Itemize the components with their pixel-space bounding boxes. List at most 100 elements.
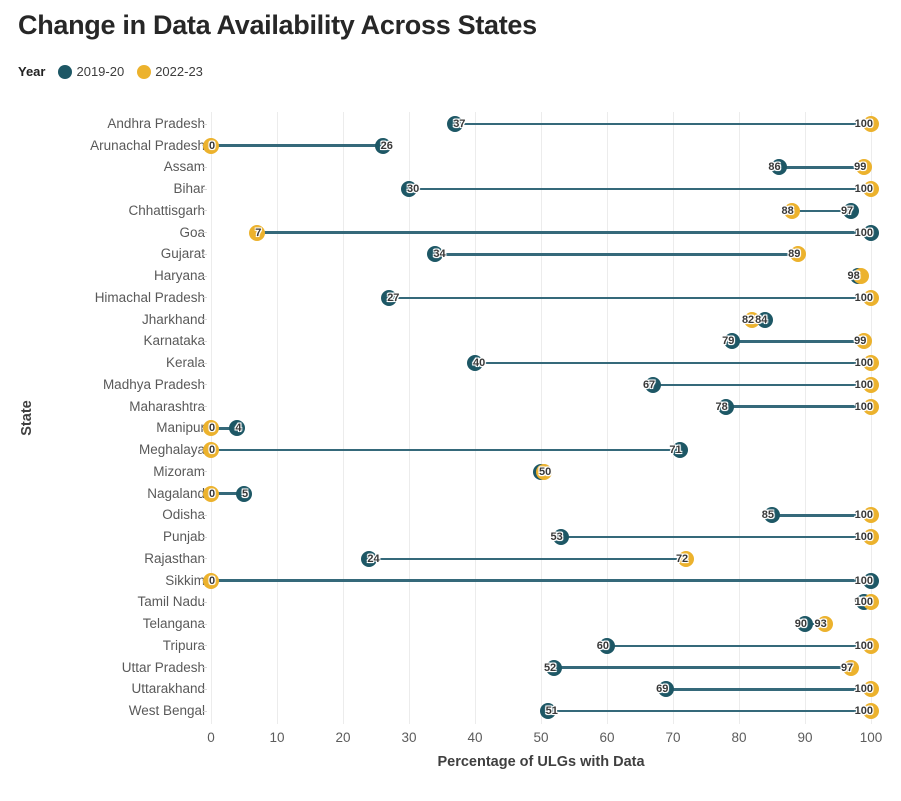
legend-swatch-2019-20-icon: [58, 64, 73, 79]
y-tick: [202, 645, 207, 647]
gridline: [408, 112, 410, 724]
y-axis-label: Chhattisgarh: [128, 202, 205, 218]
dot-2022-23: [863, 507, 879, 524]
dumbbell-line: [409, 187, 871, 191]
x-axis-tick-label: 30: [401, 730, 417, 745]
dumbbell-line: [607, 644, 871, 648]
dot-2022-23: [790, 246, 807, 263]
y-axis-label: Andhra Pradesh: [107, 116, 205, 131]
value-label-2022-23: 72: [675, 552, 689, 565]
value-label-2022-23: 100: [854, 531, 873, 544]
y-tick: [202, 667, 207, 669]
value-label-2019-20: 52: [543, 661, 557, 674]
dot-2019-20: [361, 550, 378, 567]
dot-2022-23: [203, 442, 219, 459]
dumbbell-line: [791, 209, 852, 213]
legend-label-2022-23: 2022-23: [155, 64, 203, 79]
x-axis-tick-label: 0: [207, 730, 215, 745]
dot-2019-20: [863, 224, 879, 241]
x-axis-tick-label: 100: [859, 730, 883, 745]
dot-2022-23: [863, 116, 879, 132]
dot-2019-20: [467, 355, 483, 372]
dumbbell-line: [211, 579, 871, 582]
value-label-2019-20: 30: [407, 183, 420, 196]
value-label-2019-20: 99: [854, 596, 867, 609]
value-label-2022-23: 0: [209, 444, 216, 457]
dot-2022-23: [863, 355, 879, 372]
x-axis-tick-label: 80: [731, 730, 747, 745]
value-label-2022-23: 99: [854, 161, 867, 174]
x-axis-tick-label: 20: [335, 730, 351, 745]
value-label-2022-23: 100: [854, 291, 873, 304]
value-label-2022-23: 0: [209, 139, 216, 152]
value-label-2022-23: 0: [209, 487, 216, 500]
y-tick: [202, 275, 207, 277]
y-axis-label: Sikkim: [165, 572, 205, 588]
legend-item-2022-23: 2022-23: [137, 64, 203, 79]
y-axis-label: Himachal Pradesh: [94, 289, 205, 305]
x-axis-tick-label: 90: [797, 730, 813, 745]
dot-2022-23: [863, 289, 879, 306]
legend-label-2019-20: 2019-20: [76, 64, 125, 79]
value-label-2022-23: 0: [209, 574, 216, 587]
y-tick: [202, 688, 207, 690]
dumbbell-line: [211, 492, 244, 495]
y-axis-labels: Andhra Pradesh Arunachal Pradesh Assam Biha…: [0, 112, 205, 724]
value-label-2019-20: 26: [380, 139, 393, 152]
y-tick: [202, 232, 207, 234]
dot-2019-20: [552, 529, 569, 546]
dot-2019-20: [671, 442, 688, 459]
dumbbell-line: [732, 340, 865, 343]
dot-2019-20: [427, 246, 444, 263]
value-label-2022-23: 100: [854, 705, 873, 717]
dumbbell-line: [211, 448, 680, 452]
value-label-2019-20: 78: [715, 400, 728, 413]
gridline: [672, 112, 674, 724]
value-label-2022-23: 7: [255, 226, 262, 239]
x-axis-tick-label: 70: [665, 730, 681, 745]
y-tick: [202, 471, 207, 473]
legend: Year 2019-20 2022-23: [18, 64, 203, 79]
dot-2019-20: [658, 681, 675, 698]
y-axis-label: Odisha: [162, 507, 205, 523]
dot-2019-20: [374, 137, 391, 154]
y-tick: [202, 166, 207, 168]
dot-2019-20: [863, 572, 879, 589]
dot-2022-23: [249, 224, 266, 241]
dumbbell-line: [653, 383, 871, 387]
y-tick: [202, 297, 207, 299]
dot-2022-23: [863, 376, 879, 393]
gridline: [474, 112, 476, 724]
value-label-2022-23: 100: [854, 378, 873, 391]
y-tick: [202, 340, 207, 342]
dot-2022-23: [744, 311, 761, 328]
dumbbell-line: [211, 144, 383, 147]
dot-2019-20: [546, 659, 563, 676]
value-label-2019-20: 100: [854, 226, 873, 239]
value-label-2019-20: 69: [656, 683, 669, 696]
gridline: [738, 112, 740, 724]
dot-2019-20: [539, 703, 556, 719]
value-label-2022-23: 88: [781, 204, 794, 217]
value-label-2022-23: 93: [814, 618, 827, 631]
y-axis-label: Jharkhand: [141, 311, 205, 327]
dot-2022-23: [203, 137, 219, 154]
value-label-2022-23: 99: [854, 335, 867, 348]
dumbbell-line: [257, 231, 871, 234]
y-axis-label: Telangana: [142, 616, 205, 632]
dot-2019-20: [724, 333, 741, 350]
y-axis-label: Gujarat: [160, 246, 205, 262]
y-axis-label: Kerala: [165, 355, 205, 371]
y-axis-label: Uttar Pradesh: [121, 659, 205, 675]
dumbbell-line: [772, 514, 871, 517]
x-axis-tick-label: 40: [467, 730, 483, 745]
value-label-2019-20: 86: [768, 161, 781, 174]
value-label-2022-23: 0: [209, 422, 216, 435]
gridline: [210, 112, 212, 724]
dot-2022-23: [678, 550, 695, 567]
dumbbell-line: [778, 166, 865, 169]
dumbbell-line: [211, 427, 238, 430]
dumbbell-line: [725, 405, 871, 408]
y-tick: [202, 319, 207, 321]
value-label-2022-23: 100: [854, 596, 873, 609]
